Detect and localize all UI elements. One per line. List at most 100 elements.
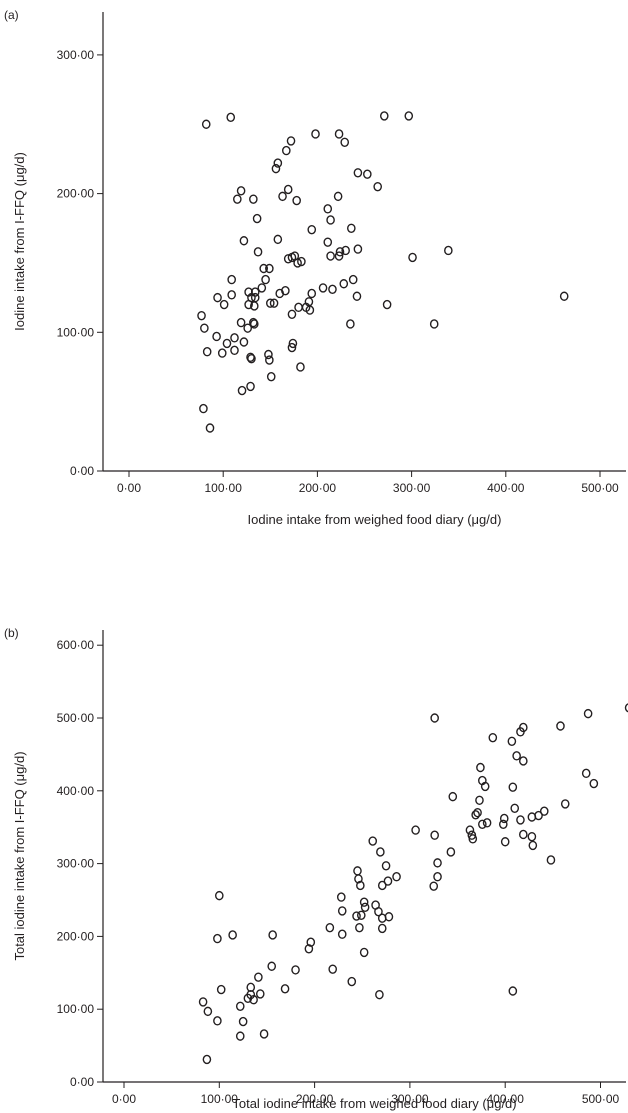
data-point [246, 381, 255, 392]
data-point [292, 195, 301, 206]
data-point [355, 922, 364, 933]
data-point [328, 964, 338, 974]
data-point [246, 982, 256, 993]
data-point [508, 986, 518, 996]
data-point [304, 944, 314, 954]
data-point [275, 288, 285, 299]
data-point [222, 338, 232, 349]
data-point [377, 923, 387, 934]
data-point [381, 861, 391, 871]
data-point [243, 993, 253, 1003]
data-point [335, 247, 345, 257]
data-point [482, 818, 492, 828]
data-point [356, 910, 366, 920]
data-point [230, 333, 239, 343]
data-point [227, 290, 236, 300]
x-axis-label: Iodine intake from weighed food diary (μ… [248, 512, 502, 527]
data-point [360, 902, 370, 912]
y-tick-label: 0·00 [70, 464, 94, 478]
data-point [293, 258, 302, 268]
data-point [307, 288, 317, 299]
data-point [244, 299, 253, 310]
data-point [197, 310, 206, 321]
data-point [510, 803, 520, 813]
data-point [534, 810, 543, 821]
data-point [353, 244, 363, 254]
data-point [287, 252, 297, 263]
data-point [213, 292, 222, 303]
chart-panel-b: (b) 0·00 100·00 200·00 300·00 400·00 500·00 600… [4, 626, 628, 1111]
data-point [340, 137, 350, 147]
data-point [214, 890, 224, 901]
y-axis-label: Iodine intake from I-FFQ (μg/d) [12, 152, 27, 331]
data-point [336, 892, 346, 902]
data-point [347, 976, 357, 987]
data-point [383, 876, 393, 886]
data-point [581, 768, 591, 779]
data-point [280, 984, 290, 994]
data-point [363, 169, 372, 179]
data-point [269, 298, 279, 308]
data-point [259, 263, 269, 274]
data-point [328, 284, 337, 295]
data-point [255, 989, 265, 999]
data-point [473, 807, 482, 818]
data-point [333, 191, 343, 202]
y-tick-label: 200·00 [57, 929, 95, 943]
data-point [624, 703, 628, 713]
data-point [433, 858, 442, 868]
data-point [227, 274, 236, 285]
data-point [249, 194, 258, 204]
data-point [373, 181, 382, 192]
data-point [249, 995, 258, 1005]
data-point [346, 319, 355, 329]
data-point [354, 874, 363, 884]
data-point [583, 708, 593, 719]
data-point [411, 825, 420, 835]
data-point [226, 112, 236, 123]
data-point [283, 184, 293, 195]
data-point [347, 223, 356, 233]
data-point [560, 799, 570, 809]
data-point [318, 283, 328, 293]
x-tick-label: 300·00 [393, 481, 431, 495]
data-point [202, 1054, 212, 1065]
x-tick-label: 0·00 [117, 481, 141, 495]
data-point [326, 251, 335, 261]
data-point [352, 911, 361, 921]
data-point [377, 913, 387, 923]
data-point [282, 145, 291, 156]
data-point [359, 947, 369, 958]
data-point [265, 355, 274, 365]
y-tick-label: 0·00 [70, 1075, 94, 1089]
data-point [516, 727, 525, 737]
data-point [286, 136, 296, 146]
data-point [261, 274, 270, 285]
data-point [200, 323, 209, 333]
data-point [305, 305, 315, 315]
data-point [323, 204, 333, 214]
data-point [273, 158, 283, 168]
x-tick-label: 100·00 [201, 1092, 239, 1106]
data-point [429, 319, 439, 329]
data-points [197, 111, 569, 433]
data-point [288, 338, 298, 349]
data-point [478, 819, 487, 829]
data-point [519, 829, 528, 840]
data-point [217, 348, 227, 358]
x-axis-label: Total iodine intake from weighed food di… [232, 1096, 516, 1111]
data-point [444, 245, 453, 256]
data-point [273, 234, 283, 245]
data-point [356, 880, 365, 891]
x-tick-label: 500·00 [582, 1092, 620, 1106]
data-point [468, 834, 478, 844]
data-point [539, 806, 549, 816]
data-point [556, 721, 565, 731]
data-point [323, 237, 333, 247]
data-point [271, 163, 281, 174]
data-point [334, 129, 344, 139]
data-point [230, 345, 239, 356]
data-point [430, 713, 439, 723]
x-tick-label: 0·00 [112, 1092, 136, 1106]
data-point [353, 866, 362, 876]
